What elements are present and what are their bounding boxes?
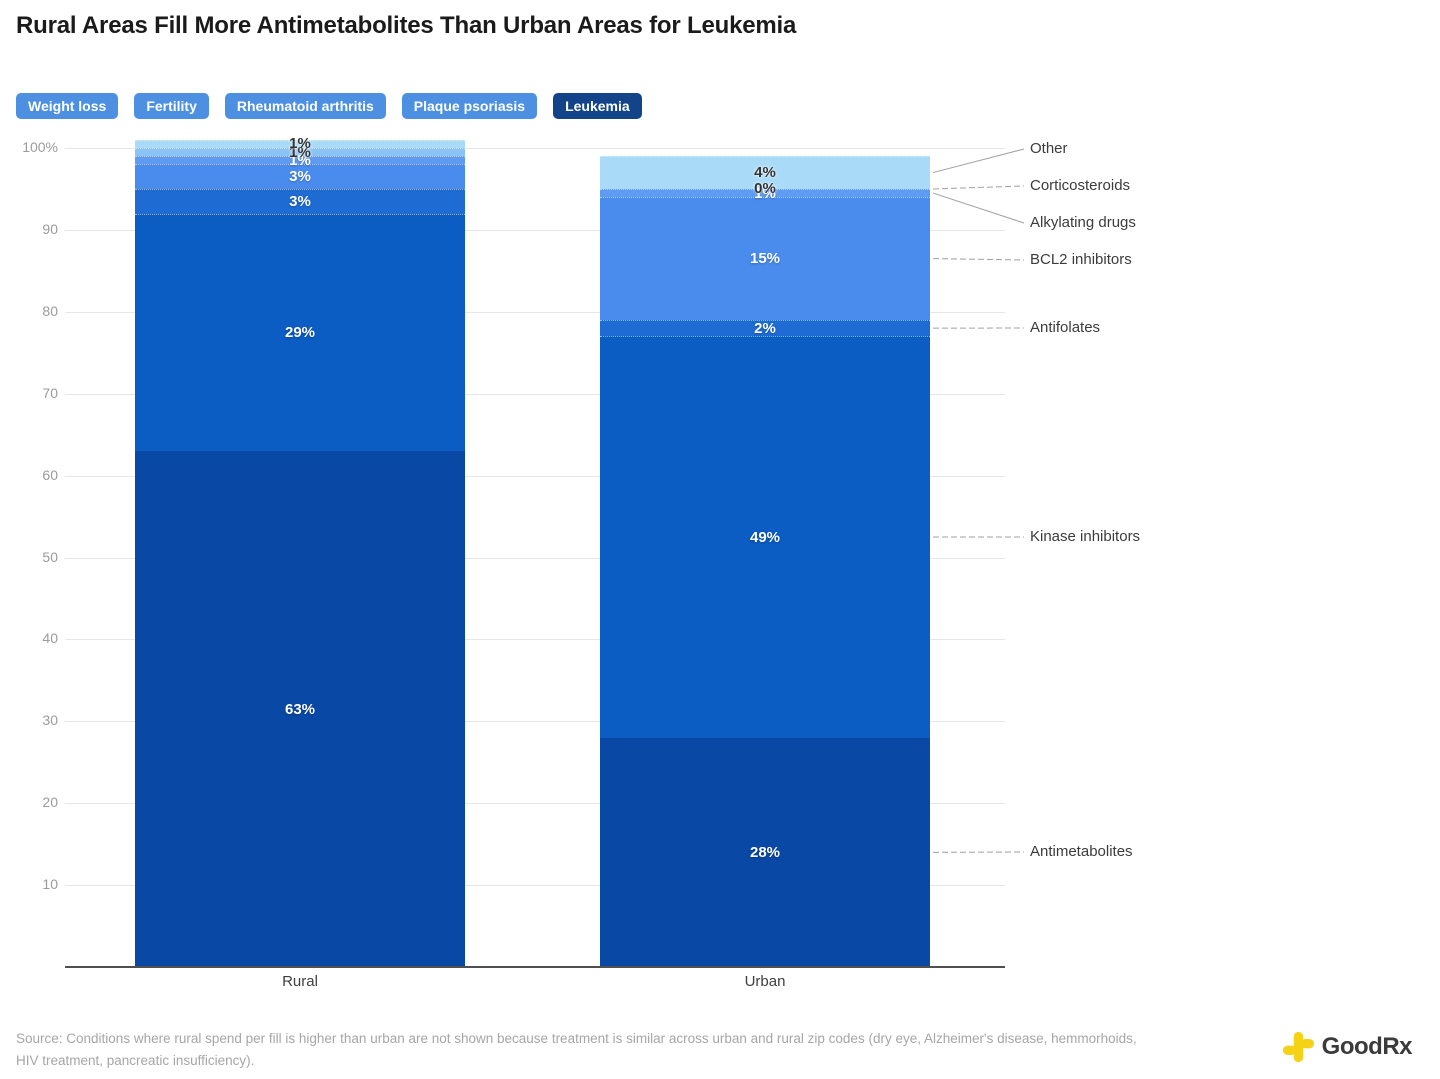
y-tick-label: 20 bbox=[42, 794, 58, 811]
gridline bbox=[65, 803, 1005, 805]
segment-value-label: 3% bbox=[289, 168, 311, 186]
segment-value-label: 28% bbox=[749, 843, 781, 861]
gridline bbox=[65, 475, 1005, 477]
y-tick-label: 30 bbox=[42, 712, 58, 729]
source-note: Source: Conditions where rural spend per… bbox=[16, 1028, 1276, 1072]
y-tick-label: 50 bbox=[42, 548, 58, 565]
bar-segment-rural-corticosteroids bbox=[135, 148, 465, 157]
bar-segment-rural-kinase-inhibitors bbox=[135, 213, 465, 452]
gridline bbox=[65, 721, 1005, 723]
segment-value-label: 1% bbox=[289, 143, 311, 161]
condition-tabs: Weight loss Fertility Rheumatoid arthrit… bbox=[16, 93, 642, 119]
tab-fertility[interactable]: Fertility bbox=[134, 93, 209, 119]
legend-label-kinase-inhibitors: Kinase inhibitors bbox=[1030, 528, 1141, 545]
segment-value-label: 1% bbox=[289, 135, 311, 153]
legend-label-antimetabolites: Antimetabolites bbox=[1030, 843, 1133, 860]
segment-value-label: 29% bbox=[284, 323, 316, 341]
segment-value-label: 63% bbox=[284, 700, 316, 718]
bar-segment-rural-other bbox=[135, 139, 465, 148]
segment-value-label: 1% bbox=[754, 184, 776, 202]
x-axis-line bbox=[65, 966, 1005, 968]
y-tick-label: 10 bbox=[42, 876, 58, 893]
bar-segment-urban-bcl2-inhibitors bbox=[600, 197, 930, 320]
gridline bbox=[65, 393, 1005, 395]
segment-value-label: 2% bbox=[754, 319, 776, 337]
legend-label-antifolates: Antifolates bbox=[1030, 319, 1101, 336]
y-tick-label: 60 bbox=[42, 466, 58, 483]
leader-line bbox=[932, 258, 1025, 261]
bar-segment-urban-alkylating-drugs bbox=[600, 188, 930, 198]
segment-value-label: 1% bbox=[289, 151, 311, 169]
bar-segment-urban-other bbox=[600, 156, 930, 189]
y-tick-label: 90 bbox=[42, 220, 58, 237]
gridline bbox=[65, 148, 1005, 149]
bar-segment-rural-alkylating-drugs bbox=[135, 156, 465, 165]
segment-value-label: 15% bbox=[749, 250, 781, 268]
x-axis-label-rural: Rural bbox=[282, 973, 318, 990]
bar-segment-urban-antimetabolites bbox=[600, 737, 930, 967]
gridline bbox=[65, 229, 1005, 231]
bar-segment-rural-antimetabolites bbox=[135, 451, 465, 967]
bar-segment-rural-antifolates bbox=[135, 188, 465, 214]
bar-segment-rural-bcl2-inhibitors bbox=[135, 164, 465, 189]
segment-value-label: 3% bbox=[289, 192, 311, 210]
source-line-1: Source: Conditions where rural spend per… bbox=[16, 1031, 1137, 1046]
segment-value-label: 49% bbox=[749, 528, 781, 546]
goodrx-logo-text: GoodRx bbox=[1321, 1033, 1413, 1060]
legend-label-alkylating-drugs: Alkylating drugs bbox=[1030, 214, 1136, 231]
y-tick-label: 80 bbox=[42, 302, 58, 319]
gridline bbox=[65, 557, 1005, 559]
goodrx-logo: GoodRx bbox=[1281, 1030, 1413, 1064]
legend-label-other: Other bbox=[1030, 140, 1068, 157]
tab-leukemia[interactable]: Leukemia bbox=[553, 93, 642, 119]
leader-line bbox=[932, 148, 1025, 174]
x-axis-label-urban: Urban bbox=[744, 973, 786, 990]
gridline bbox=[65, 885, 1005, 887]
legend-label-corticosteroids: Corticosteroids bbox=[1030, 177, 1131, 194]
y-tick-label: 40 bbox=[42, 630, 58, 647]
segment-value-label: 0% bbox=[754, 180, 776, 198]
bar-segment-urban-antifolates bbox=[600, 319, 930, 337]
y-tick-label: 70 bbox=[42, 384, 58, 401]
leader-line bbox=[932, 192, 1025, 224]
gridline bbox=[65, 311, 1005, 313]
tab-weight-loss[interactable]: Weight loss bbox=[16, 93, 119, 119]
y-tick-label: 100% bbox=[22, 139, 58, 155]
bar-segment-urban-kinase-inhibitors bbox=[600, 336, 930, 738]
goodrx-plus-icon bbox=[1282, 1031, 1314, 1063]
leader-line bbox=[932, 185, 1025, 190]
tab-rheumatoid-arthritis[interactable]: Rheumatoid arthritis bbox=[224, 93, 386, 119]
gridline bbox=[65, 639, 1005, 641]
source-line-2: HIV treatment, pancreatic insufficiency)… bbox=[16, 1053, 255, 1068]
legend-label-bcl2-inhibitors: BCL2 inhibitors bbox=[1030, 251, 1132, 268]
segment-value-label: 4% bbox=[754, 164, 776, 182]
chart-title: Rural Areas Fill More Antimetabolites Th… bbox=[16, 12, 797, 39]
tab-plaque-psoriasis[interactable]: Plaque psoriasis bbox=[401, 93, 538, 119]
